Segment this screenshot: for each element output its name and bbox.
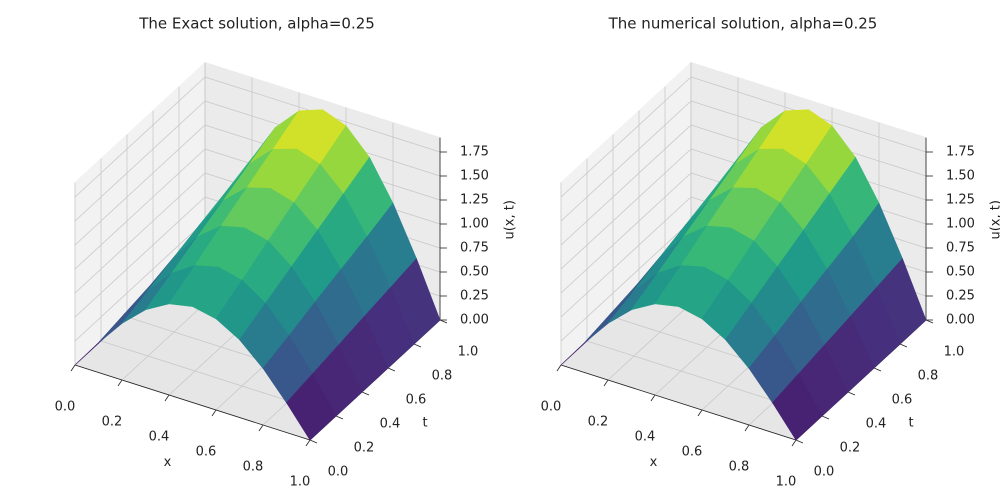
tick-mark: [361, 391, 370, 396]
tick-mark: [925, 319, 934, 324]
tick-mark: [795, 439, 804, 444]
grid-line: [74, 196, 206, 318]
z-tick-label: 0.75: [946, 241, 975, 256]
z-tick-label: 0.50: [460, 265, 489, 280]
x-tick-label: 1.0: [290, 475, 311, 490]
tick-mark: [603, 379, 609, 387]
grid-line: [560, 124, 692, 246]
z-axis-label: u(x, t): [503, 200, 518, 239]
z-tick-label: 0.00: [460, 313, 489, 328]
grid-line: [560, 100, 692, 222]
x-tick-label: 1.0: [776, 475, 797, 490]
y-tick-label: 0.4: [866, 417, 887, 432]
subplot: 0.0 0.2 0.4 0.6 0.8 1.0 0.0 0.2 0.4 0.6 0.8 1.0 0.00…: [55, 15, 518, 490]
grid-line: [74, 172, 206, 294]
z-tick-label: 1.00: [460, 217, 489, 232]
tick-mark: [164, 394, 170, 402]
z-tick-label: 0.50: [946, 265, 975, 280]
x-axis-label: x: [164, 455, 172, 470]
x-tick-label: 0.8: [729, 460, 750, 475]
x-tick-label: 0.6: [196, 445, 217, 460]
y-tick-label: 0.6: [406, 393, 427, 408]
z-tick-label: 1.25: [946, 193, 975, 208]
surface-patch: [286, 373, 337, 441]
tick-mark: [650, 394, 656, 402]
z-tick-label: 1.50: [946, 169, 975, 184]
chart-title: The Exact solution, alpha=0.25: [138, 15, 375, 33]
y-tick-label: 0.8: [432, 369, 453, 384]
y-tick-label: 0.2: [354, 441, 375, 456]
chart-title: The numerical solution, alpha=0.25: [608, 15, 878, 33]
z-tick-label: 1.00: [946, 217, 975, 232]
tick-mark: [791, 439, 797, 447]
z-tick-label: 1.50: [460, 169, 489, 184]
grid-line: [74, 220, 206, 342]
z-tick-label: 1.75: [946, 145, 975, 160]
subplot: 0.0 0.2 0.4 0.6 0.8 1.0 0.0 0.2 0.4 0.6 0.8 1.0 0.00…: [541, 15, 1000, 490]
y-tick-label: 0.0: [328, 465, 349, 480]
tick-mark: [258, 424, 264, 432]
y-tick-label: 1.0: [944, 345, 965, 360]
x-axis: [560, 364, 797, 441]
x-axis: [74, 364, 311, 441]
tick-mark: [309, 439, 318, 444]
tick-mark: [899, 343, 908, 348]
grid-line: [74, 148, 206, 270]
tick-mark: [439, 319, 448, 324]
z-tick-label: 0.75: [460, 241, 489, 256]
y-tick-label: 0.2: [840, 441, 861, 456]
x-tick-label: 0.2: [588, 415, 609, 430]
x-tick-label: 0.6: [682, 445, 703, 460]
grid-line: [74, 76, 206, 198]
grid-line: [560, 196, 692, 318]
grid-line: [74, 100, 206, 222]
z-axis-label: u(x, t): [989, 200, 1000, 239]
y-tick-label: 0.6: [892, 393, 913, 408]
tick-mark: [70, 364, 76, 372]
x-tick-label: 0.0: [55, 400, 76, 415]
tick-mark: [117, 379, 123, 387]
y-axis-label: t: [908, 416, 913, 431]
tick-mark: [556, 364, 562, 372]
z-tick-label: 0.25: [460, 289, 489, 304]
grid-line: [560, 220, 692, 342]
z-tick-label: 1.75: [460, 145, 489, 160]
tick-mark: [335, 415, 344, 420]
x-axis-label: x: [650, 455, 658, 470]
x-tick-label: 0.4: [635, 430, 656, 445]
z-tick-label: 1.25: [460, 193, 489, 208]
y-axis-label: t: [422, 416, 427, 431]
tick-mark: [387, 367, 396, 372]
tick-mark: [744, 424, 750, 432]
tick-mark: [413, 343, 422, 348]
z-tick-label: 0.00: [946, 313, 975, 328]
x-tick-label: 0.2: [102, 415, 123, 430]
y-tick-label: 0.8: [918, 369, 939, 384]
x-tick-label: 0.8: [243, 460, 264, 475]
tick-mark: [305, 439, 311, 447]
tick-mark: [847, 391, 856, 396]
grid-line: [560, 148, 692, 270]
surface-patch: [772, 373, 823, 441]
tick-mark: [873, 367, 882, 372]
tick-mark: [697, 409, 703, 417]
y-tick-label: 0.4: [380, 417, 401, 432]
x-tick-label: 0.4: [149, 430, 170, 445]
grid-line: [560, 76, 692, 198]
tick-mark: [211, 409, 217, 417]
grid-line: [560, 172, 692, 294]
x-tick-label: 0.0: [541, 400, 562, 415]
z-tick-label: 0.25: [946, 289, 975, 304]
y-tick-label: 1.0: [458, 345, 479, 360]
y-tick-label: 0.0: [814, 465, 835, 480]
grid-line: [74, 124, 206, 246]
tick-mark: [821, 415, 830, 420]
